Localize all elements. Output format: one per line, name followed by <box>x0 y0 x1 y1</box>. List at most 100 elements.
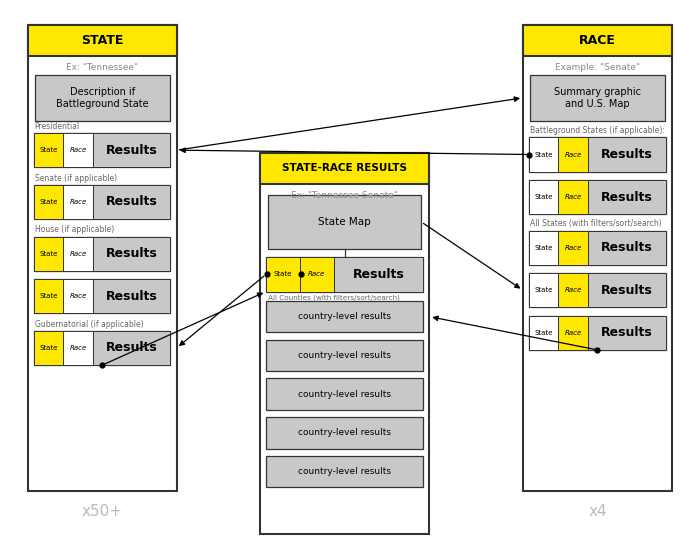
FancyBboxPatch shape <box>523 25 672 56</box>
FancyBboxPatch shape <box>34 279 63 313</box>
FancyBboxPatch shape <box>34 75 169 121</box>
Text: Results: Results <box>106 196 158 208</box>
FancyBboxPatch shape <box>266 257 300 292</box>
Text: House (if applicable): House (if applicable) <box>34 225 114 234</box>
FancyBboxPatch shape <box>588 137 666 172</box>
FancyBboxPatch shape <box>34 237 63 271</box>
FancyBboxPatch shape <box>260 153 429 534</box>
FancyBboxPatch shape <box>588 316 666 350</box>
FancyBboxPatch shape <box>529 137 666 172</box>
Text: Race: Race <box>69 147 87 153</box>
FancyBboxPatch shape <box>529 180 559 214</box>
FancyBboxPatch shape <box>559 180 588 214</box>
FancyBboxPatch shape <box>529 231 559 265</box>
FancyBboxPatch shape <box>559 137 588 172</box>
FancyBboxPatch shape <box>266 378 424 410</box>
Text: State: State <box>535 287 553 293</box>
FancyBboxPatch shape <box>92 133 170 167</box>
Text: Results: Results <box>106 290 158 302</box>
FancyBboxPatch shape <box>530 75 665 121</box>
Text: Description if
Battleground State: Description if Battleground State <box>56 87 148 108</box>
FancyBboxPatch shape <box>63 279 92 313</box>
FancyBboxPatch shape <box>266 456 424 487</box>
Text: Race: Race <box>564 194 582 200</box>
FancyBboxPatch shape <box>34 331 63 365</box>
Text: Results: Results <box>106 144 158 156</box>
Text: RACE: RACE <box>579 34 616 46</box>
Text: STATE-RACE RESULTS: STATE-RACE RESULTS <box>282 163 407 173</box>
Text: country-level results: country-level results <box>298 312 391 321</box>
FancyBboxPatch shape <box>334 257 424 292</box>
FancyBboxPatch shape <box>529 231 666 265</box>
Text: Battleground States (if applicable):: Battleground States (if applicable): <box>530 126 665 135</box>
Text: Race: Race <box>69 251 87 257</box>
Text: Race: Race <box>69 293 87 299</box>
Text: State: State <box>535 152 553 158</box>
FancyBboxPatch shape <box>559 273 588 307</box>
FancyBboxPatch shape <box>260 153 429 184</box>
Text: State: State <box>39 293 58 299</box>
FancyBboxPatch shape <box>34 331 170 365</box>
Text: Example: "Senate": Example: "Senate" <box>555 63 640 72</box>
FancyBboxPatch shape <box>34 185 170 219</box>
FancyBboxPatch shape <box>28 25 176 56</box>
Text: Results: Results <box>601 191 652 203</box>
Text: country-level results: country-level results <box>298 390 391 398</box>
Text: Ex: "Tennessee": Ex: "Tennessee" <box>66 63 138 72</box>
FancyBboxPatch shape <box>34 133 63 167</box>
Text: country-level results: country-level results <box>298 428 391 437</box>
Text: Summary graphic
and U.S. Map: Summary graphic and U.S. Map <box>554 87 641 108</box>
Text: State: State <box>535 330 553 336</box>
FancyBboxPatch shape <box>28 25 176 490</box>
FancyBboxPatch shape <box>588 180 666 214</box>
Text: State: State <box>535 245 553 251</box>
FancyBboxPatch shape <box>268 195 421 249</box>
FancyBboxPatch shape <box>529 273 666 307</box>
FancyBboxPatch shape <box>34 279 170 313</box>
Text: Ex: "Tennessee Senate": Ex: "Tennessee Senate" <box>291 191 398 200</box>
Text: Race: Race <box>564 287 582 293</box>
FancyBboxPatch shape <box>92 331 170 365</box>
FancyBboxPatch shape <box>63 331 92 365</box>
Text: Senate (if applicable): Senate (if applicable) <box>34 173 117 183</box>
FancyBboxPatch shape <box>63 185 92 219</box>
Text: Results: Results <box>601 284 652 296</box>
Text: State: State <box>535 194 553 200</box>
Text: All States (with filters/sort/search): All States (with filters/sort/search) <box>530 219 662 228</box>
Text: Presidential: Presidential <box>34 122 80 131</box>
FancyBboxPatch shape <box>588 273 666 307</box>
FancyBboxPatch shape <box>300 257 334 292</box>
Text: Gubernatorial (if applicable): Gubernatorial (if applicable) <box>34 319 143 329</box>
Text: State: State <box>39 199 58 205</box>
FancyBboxPatch shape <box>34 133 170 167</box>
FancyBboxPatch shape <box>92 279 170 313</box>
FancyBboxPatch shape <box>529 316 666 350</box>
Text: State Map: State Map <box>318 217 371 227</box>
Text: Race: Race <box>69 199 87 205</box>
Text: country-level results: country-level results <box>298 467 391 476</box>
FancyBboxPatch shape <box>529 273 559 307</box>
Text: Results: Results <box>601 326 652 339</box>
Text: x50+: x50+ <box>82 504 122 519</box>
FancyBboxPatch shape <box>92 185 170 219</box>
FancyBboxPatch shape <box>559 316 588 350</box>
Text: Race: Race <box>564 330 582 336</box>
FancyBboxPatch shape <box>523 25 672 490</box>
Text: Results: Results <box>353 268 405 281</box>
Text: Race: Race <box>308 271 326 277</box>
FancyBboxPatch shape <box>63 237 92 271</box>
Text: Race: Race <box>564 152 582 158</box>
FancyBboxPatch shape <box>529 180 666 214</box>
FancyBboxPatch shape <box>34 237 170 271</box>
FancyBboxPatch shape <box>266 340 424 371</box>
FancyBboxPatch shape <box>63 133 92 167</box>
Text: Race: Race <box>69 345 87 351</box>
Text: State: State <box>274 271 292 277</box>
Text: State: State <box>39 251 58 257</box>
Text: Race: Race <box>564 245 582 251</box>
FancyBboxPatch shape <box>266 301 424 332</box>
Text: Results: Results <box>106 342 158 354</box>
Text: STATE: STATE <box>81 34 123 46</box>
FancyBboxPatch shape <box>588 231 666 265</box>
Text: State: State <box>39 345 58 351</box>
